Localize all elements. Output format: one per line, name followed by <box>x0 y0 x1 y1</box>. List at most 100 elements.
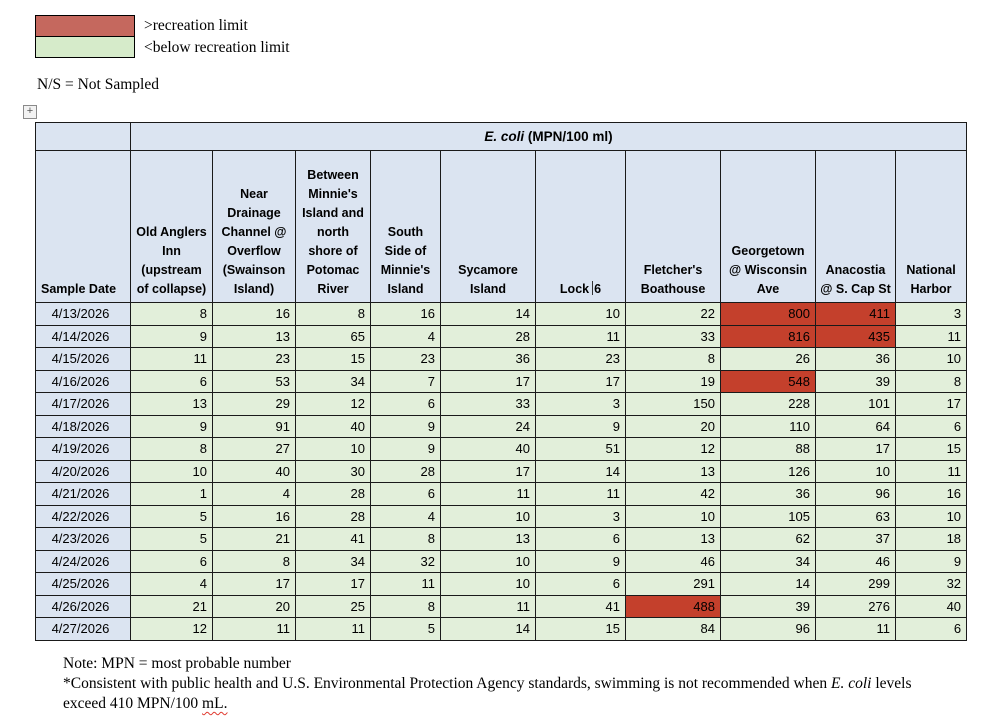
value-cell[interactable]: 96 <box>720 617 816 641</box>
value-cell[interactable]: 4 <box>130 572 213 596</box>
sample-date-cell[interactable]: 4/23/2026 <box>35 527 131 551</box>
value-cell[interactable]: 17 <box>295 572 371 596</box>
value-cell[interactable]: 9 <box>894 549 968 573</box>
value-cell[interactable]: 291 <box>625 572 721 596</box>
sample-date-cell[interactable]: 4/22/2026 <box>35 504 131 528</box>
value-cell[interactable]: 33 <box>625 324 721 348</box>
value-cell[interactable]: 10 <box>815 459 896 483</box>
value-cell[interactable]: 11 <box>815 617 896 641</box>
value-cell[interactable]: 16 <box>370 302 441 326</box>
value-cell[interactable]: 17 <box>815 437 896 461</box>
value-cell[interactable]: 16 <box>212 302 296 326</box>
value-cell[interactable]: 36 <box>440 347 536 371</box>
value-cell[interactable]: 800 <box>720 302 816 326</box>
value-cell[interactable]: 34 <box>720 549 816 573</box>
value-cell[interactable]: 11 <box>295 617 371 641</box>
value-cell[interactable]: 11 <box>130 347 213 371</box>
value-cell[interactable]: 435 <box>815 324 896 348</box>
value-cell[interactable]: 64 <box>815 414 896 438</box>
value-cell[interactable]: 13 <box>440 527 536 551</box>
value-cell[interactable]: 22 <box>625 302 721 326</box>
value-cell[interactable]: 14 <box>535 459 626 483</box>
value-cell[interactable]: 21 <box>130 594 213 618</box>
value-cell[interactable]: 10 <box>130 459 213 483</box>
value-cell[interactable]: 9 <box>535 549 626 573</box>
column-header-sample-date[interactable]: Sample Date <box>35 150 131 303</box>
value-cell[interactable]: 10 <box>440 504 536 528</box>
sample-date-cell[interactable]: 4/20/2026 <box>35 459 131 483</box>
value-cell[interactable]: 19 <box>625 369 721 393</box>
value-cell[interactable]: 10 <box>894 504 968 528</box>
value-cell[interactable]: 23 <box>370 347 441 371</box>
value-cell[interactable]: 488 <box>625 594 721 618</box>
value-cell[interactable]: 6 <box>370 482 441 506</box>
value-cell[interactable]: 8 <box>212 549 296 573</box>
value-cell[interactable]: 10 <box>295 437 371 461</box>
value-cell[interactable]: 28 <box>370 459 441 483</box>
column-header-fletcher-s-boathouse[interactable]: Fletcher's Boathouse <box>625 150 721 303</box>
value-cell[interactable]: 5 <box>130 527 213 551</box>
value-cell[interactable]: 39 <box>815 369 896 393</box>
value-cell[interactable]: 6 <box>894 617 968 641</box>
sample-date-cell[interactable]: 4/18/2026 <box>35 414 131 438</box>
value-cell[interactable]: 65 <box>295 324 371 348</box>
value-cell[interactable]: 1 <box>130 482 213 506</box>
sample-date-cell[interactable]: 4/21/2026 <box>35 482 131 506</box>
value-cell[interactable]: 17 <box>212 572 296 596</box>
sample-date-cell[interactable]: 4/26/2026 <box>35 594 131 618</box>
value-cell[interactable]: 276 <box>815 594 896 618</box>
value-cell[interactable]: 110 <box>720 414 816 438</box>
column-header-national-harbor[interactable]: National Harbor <box>894 150 968 303</box>
value-cell[interactable]: 30 <box>295 459 371 483</box>
value-cell[interactable]: 13 <box>625 527 721 551</box>
value-cell[interactable]: 4 <box>370 504 441 528</box>
value-cell[interactable]: 9 <box>370 414 441 438</box>
value-cell[interactable]: 8 <box>130 437 213 461</box>
column-header-sycamore-island[interactable]: Sycamore Island <box>440 150 536 303</box>
sample-date-cell[interactable]: 4/17/2026 <box>35 392 131 416</box>
value-cell[interactable]: 14 <box>440 617 536 641</box>
column-header-anacostia-s-cap-st[interactable]: Anacostia @ S. Cap St <box>815 150 896 303</box>
value-cell[interactable]: 51 <box>535 437 626 461</box>
value-cell[interactable]: 32 <box>370 549 441 573</box>
value-cell[interactable]: 4 <box>370 324 441 348</box>
value-cell[interactable]: 23 <box>212 347 296 371</box>
value-cell[interactable]: 6 <box>130 369 213 393</box>
value-cell[interactable]: 15 <box>894 437 968 461</box>
value-cell[interactable]: 8 <box>130 302 213 326</box>
value-cell[interactable]: 23 <box>535 347 626 371</box>
value-cell[interactable]: 15 <box>295 347 371 371</box>
sample-date-cell[interactable]: 4/16/2026 <box>35 369 131 393</box>
value-cell[interactable]: 32 <box>894 572 968 596</box>
column-header-georgetown-wisconsin-ave[interactable]: Georgetown @ Wisconsin Ave <box>720 150 816 303</box>
value-cell[interactable]: 26 <box>720 347 816 371</box>
value-cell[interactable]: 88 <box>720 437 816 461</box>
value-cell[interactable]: 15 <box>535 617 626 641</box>
value-cell[interactable]: 13 <box>625 459 721 483</box>
value-cell[interactable]: 4 <box>212 482 296 506</box>
value-cell[interactable]: 8 <box>295 302 371 326</box>
value-cell[interactable]: 6 <box>535 572 626 596</box>
value-cell[interactable]: 53 <box>212 369 296 393</box>
value-cell[interactable]: 13 <box>130 392 213 416</box>
value-cell[interactable]: 9 <box>130 414 213 438</box>
value-cell[interactable]: 33 <box>440 392 536 416</box>
column-header-lock-6[interactable]: Lock 6 <box>535 150 626 303</box>
value-cell[interactable]: 7 <box>370 369 441 393</box>
value-cell[interactable]: 299 <box>815 572 896 596</box>
value-cell[interactable]: 12 <box>130 617 213 641</box>
value-cell[interactable]: 18 <box>894 527 968 551</box>
value-cell[interactable]: 17 <box>894 392 968 416</box>
value-cell[interactable]: 5 <box>130 504 213 528</box>
value-cell[interactable]: 8 <box>894 369 968 393</box>
value-cell[interactable]: 3 <box>535 392 626 416</box>
table-move-handle-icon[interactable]: + <box>23 105 37 119</box>
column-header-old-anglers-inn-upstream-of-collapse[interactable]: Old Anglers Inn (upstream of collapse) <box>130 150 213 303</box>
value-cell[interactable]: 11 <box>535 482 626 506</box>
value-cell[interactable]: 17 <box>535 369 626 393</box>
value-cell[interactable]: 101 <box>815 392 896 416</box>
value-cell[interactable]: 12 <box>295 392 371 416</box>
value-cell[interactable]: 11 <box>370 572 441 596</box>
sample-date-cell[interactable]: 4/15/2026 <box>35 347 131 371</box>
value-cell[interactable]: 6 <box>535 527 626 551</box>
